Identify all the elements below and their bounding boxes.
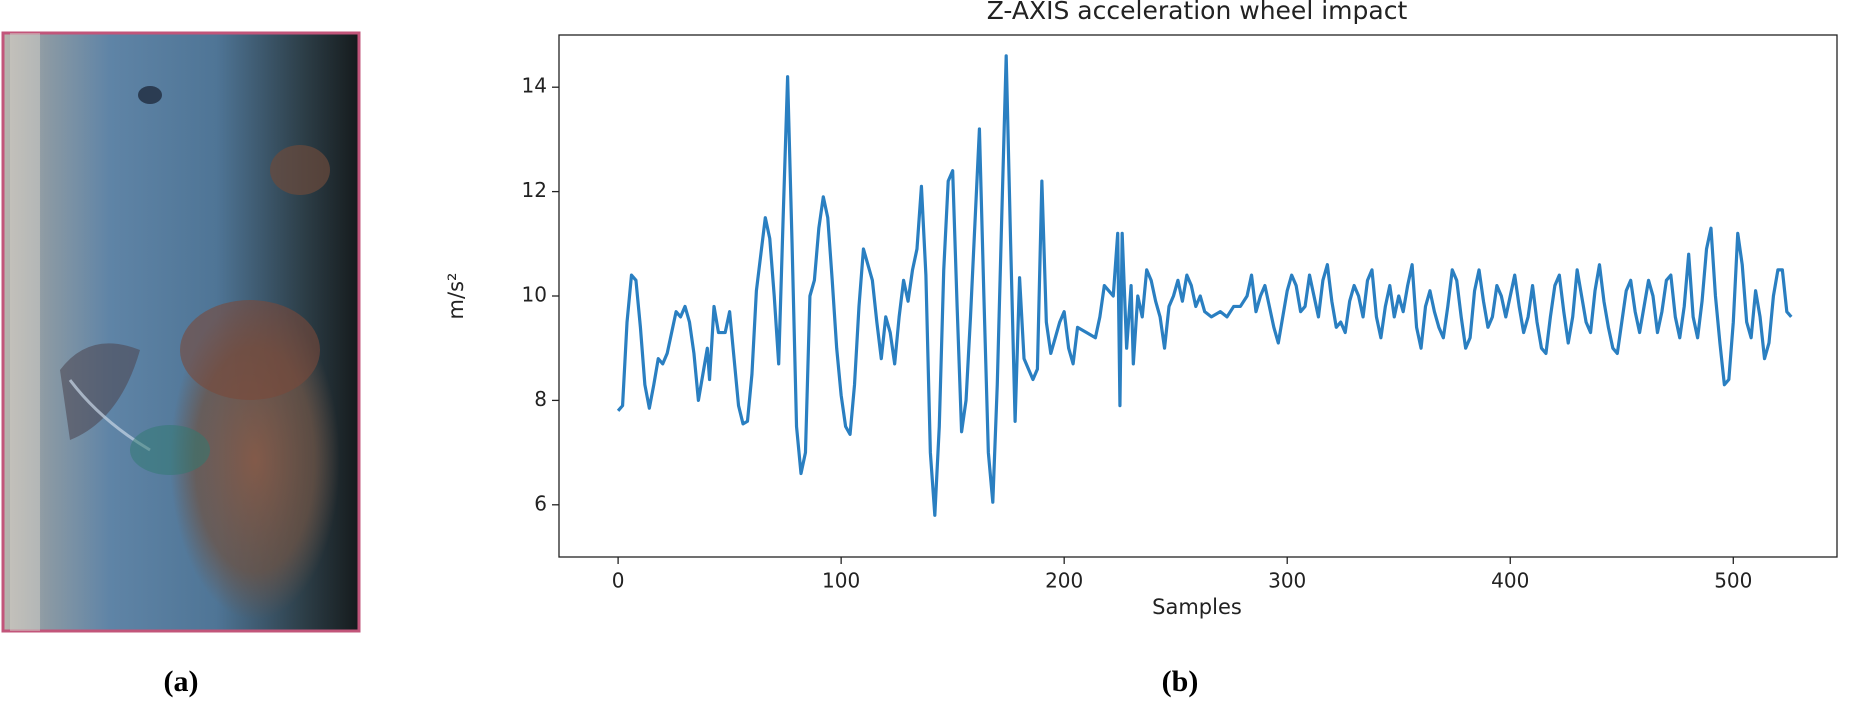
x-tick-label: 200 [1045,569,1083,593]
y-tick-label: 8 [534,387,547,411]
line-chart: Z-AXIS acceleration wheel impact Samples… [164,0,1408,698]
x-tick-label: 400 [1491,569,1529,593]
y-tick-label: 14 [522,74,547,98]
chart-title: Z-AXIS acceleration wheel impact [987,0,1408,25]
x-tick-label: 500 [1714,569,1752,593]
photo [1,31,361,633]
x-tick-label: 300 [1268,569,1306,593]
y-tick-label: 12 [522,178,547,202]
data-line [616,54,1793,517]
x-axis-label: Samples [1152,595,1242,619]
panel-caption: (a) [164,665,199,698]
plot-frame [558,34,1838,558]
y-tick-label: 10 [522,283,547,307]
y-axis-label: m/s² [444,273,468,320]
panel-caption: (b) [1162,665,1199,698]
y-tick-label: 6 [534,491,547,515]
x-tick-label: 100 [822,569,860,593]
x-tick-label: 0 [612,569,625,593]
